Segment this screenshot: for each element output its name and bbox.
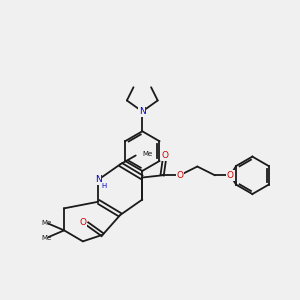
Text: N: N — [95, 175, 102, 184]
Text: Me: Me — [41, 235, 51, 241]
Text: Me: Me — [41, 220, 51, 226]
Text: N: N — [139, 107, 146, 116]
Text: O: O — [227, 171, 234, 180]
Text: O: O — [162, 151, 169, 160]
Text: Me: Me — [142, 152, 152, 158]
Text: O: O — [79, 218, 86, 227]
Text: O: O — [176, 171, 183, 180]
Text: H: H — [101, 183, 106, 189]
